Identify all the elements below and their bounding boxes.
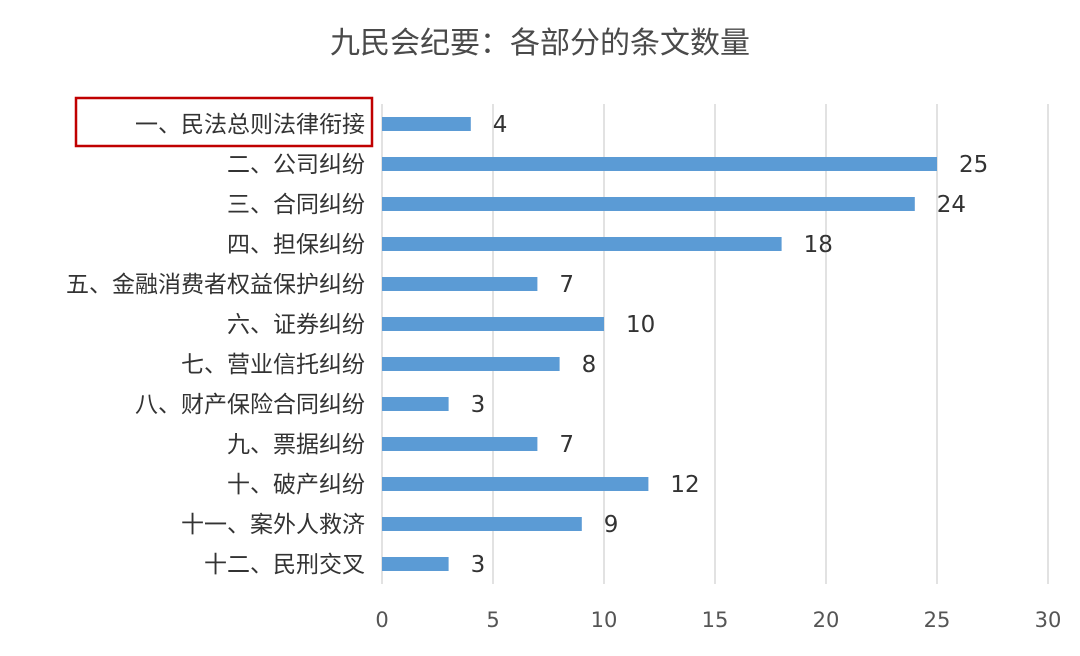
- highlight-box: [74, 96, 374, 148]
- data-label: 3: [471, 552, 486, 578]
- category-label: 一、民法总则法律衔接: [135, 112, 365, 138]
- data-label: 7: [559, 272, 574, 298]
- bars: [382, 117, 937, 571]
- bar: [382, 157, 937, 171]
- bar: [382, 397, 449, 411]
- grid-lines: [381, 104, 1049, 584]
- data-label: 25: [959, 152, 988, 178]
- bar: [382, 517, 582, 531]
- category-label: 十、破产纠纷: [227, 472, 365, 498]
- data-label: 18: [804, 232, 833, 258]
- chart-title: 九民会纪要：各部分的条文数量: [330, 26, 750, 61]
- x-tick-label: 20: [813, 608, 840, 632]
- data-label: 12: [670, 472, 699, 498]
- category-label: 九、票据纠纷: [227, 432, 365, 458]
- bar: [382, 437, 538, 451]
- x-tick-label: 5: [486, 608, 499, 632]
- bar: [382, 317, 604, 331]
- category-label: 十二、民刑交叉: [204, 552, 365, 578]
- bar: [382, 477, 649, 491]
- bar: [382, 557, 449, 571]
- category-labels: 一、民法总则法律衔接二、公司纠纷三、合同纠纷四、担保纠纷五、金融消费者权益保护纠…: [66, 112, 365, 578]
- category-label: 四、担保纠纷: [227, 232, 365, 258]
- data-labels: 4 25 24 18 7 10 8 3 7 12 9 3: [471, 112, 989, 578]
- data-label: 4: [493, 112, 508, 138]
- category-label: 五、金融消费者权益保护纠纷: [66, 272, 365, 298]
- category-label: 六、证券纠纷: [227, 312, 365, 338]
- x-tick-label: 30: [1035, 608, 1062, 632]
- data-label: 9: [604, 512, 619, 538]
- category-label: 十一、案外人救济: [181, 512, 365, 538]
- category-label: 三、合同纠纷: [227, 192, 365, 218]
- data-label: 8: [582, 352, 597, 378]
- bar: [382, 117, 471, 131]
- bar: [382, 197, 915, 211]
- category-label: 七、营业信托纠纷: [181, 352, 365, 378]
- x-tick-label: 25: [924, 608, 951, 632]
- data-label: 24: [937, 192, 966, 218]
- category-label: 八、财产保险合同纠纷: [135, 392, 365, 418]
- data-label: 7: [559, 432, 574, 458]
- data-label: 3: [471, 392, 486, 418]
- bar: [382, 237, 782, 251]
- bar: [382, 277, 538, 291]
- bar: [382, 357, 560, 371]
- x-tick-label: 0: [375, 608, 388, 632]
- x-axis-ticks: 0 5 10 15 20 25 30: [375, 608, 1061, 632]
- category-label: 二、公司纠纷: [227, 152, 365, 178]
- x-tick-label: 15: [702, 608, 729, 632]
- x-tick-label: 10: [591, 608, 618, 632]
- data-label: 10: [626, 312, 655, 338]
